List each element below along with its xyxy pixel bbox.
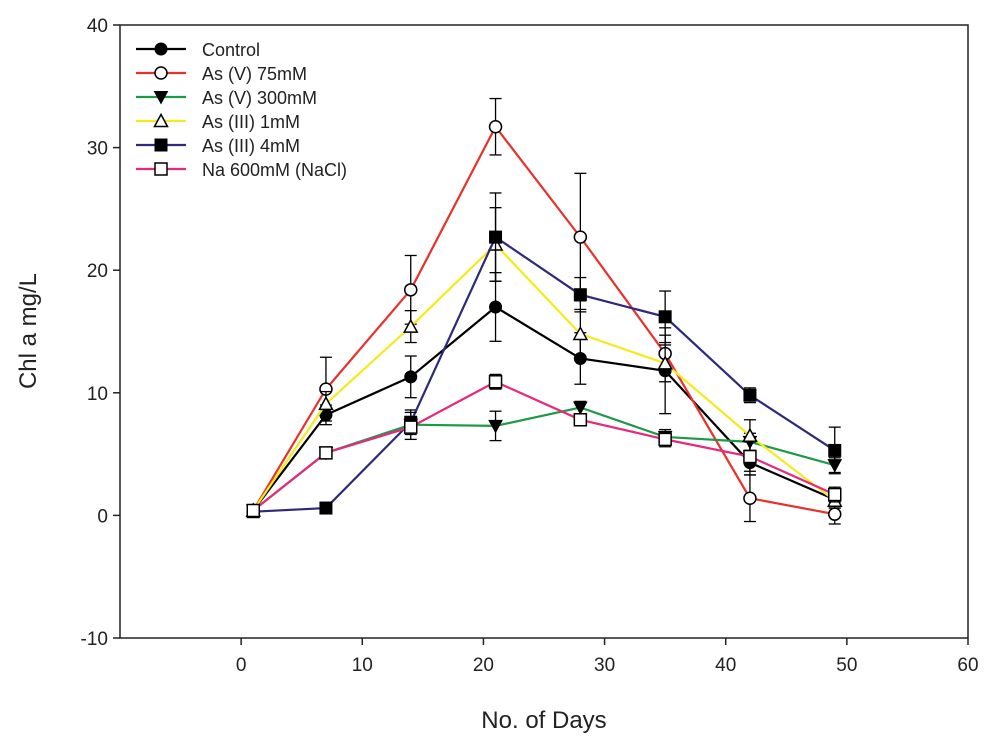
data-point (573, 413, 588, 427)
data-point (827, 487, 842, 502)
data-point (319, 501, 333, 515)
data-point (403, 283, 418, 297)
data-point (827, 507, 842, 521)
x-tick-label: 40 (715, 655, 736, 676)
ticks-layer: 0 10 20 30 40 50 60 -10 0 10 20 30 40 (81, 16, 979, 676)
data-point (573, 401, 588, 416)
plot-area: 0 10 20 30 40 50 60 -10 0 10 20 30 40 (81, 16, 979, 676)
y-tick-label: -10 (81, 629, 108, 650)
series-line (253, 235, 836, 513)
data-point (743, 449, 757, 464)
series-line (252, 242, 836, 512)
data-point (573, 230, 588, 244)
x-tick-label: 20 (473, 655, 494, 676)
series-5 (246, 373, 842, 518)
y-tick-label: 40 (87, 16, 108, 37)
data-point (489, 300, 503, 314)
legend-label: As (V) 300mM (202, 88, 317, 108)
legend-item-1: As (V) 75mM (136, 64, 307, 84)
plot-frame (119, 24, 969, 639)
legend-marker (154, 66, 168, 80)
data-point (319, 446, 333, 460)
y-tick-label: 30 (87, 139, 108, 160)
legend-marker (153, 91, 169, 105)
data-point (658, 432, 672, 447)
data-point (488, 375, 503, 389)
data-point (404, 370, 418, 384)
x-tick-label: 10 (352, 655, 373, 676)
legend-label: As (III) 1mM (202, 112, 300, 132)
series-line (252, 305, 836, 512)
y-axis-title: Chl a mg/L (15, 273, 42, 389)
data-point (246, 503, 261, 518)
series-3 (245, 207, 843, 517)
series-layer (245, 97, 843, 525)
data-point (657, 355, 673, 370)
data-point (402, 318, 419, 333)
y-tick-label: 0 (97, 506, 108, 527)
legend-item-2: As (V) 300mM (136, 88, 317, 108)
legend-marker (153, 112, 169, 128)
x-tick-label: 60 (957, 655, 978, 676)
legend-item-5: Na 600mM (NaCl) (136, 160, 347, 180)
series-4 (246, 192, 842, 519)
data-point (488, 120, 503, 134)
x-axis-title: No. of Days (481, 707, 606, 734)
data-point (828, 443, 842, 457)
x-tick-label: 50 (836, 655, 857, 676)
x-tick-label: 0 (236, 655, 247, 676)
data-point (573, 288, 587, 302)
legend-item-0: Control (136, 40, 260, 60)
x-tick-label: 30 (594, 655, 615, 676)
legend-label: Na 600mM (NaCl) (202, 160, 347, 180)
data-point (403, 420, 418, 434)
data-point (658, 310, 672, 324)
legend-marker (154, 162, 168, 176)
legend-label: As (V) 75mM (202, 64, 307, 84)
y-tick-label: 20 (87, 261, 108, 282)
legend-label: Control (202, 40, 260, 60)
data-point (489, 230, 503, 244)
data-point (743, 491, 757, 505)
data-point (488, 419, 503, 434)
series-line (252, 124, 835, 516)
data-point (572, 325, 589, 341)
y-tick-label: 10 (87, 384, 108, 405)
data-point (318, 395, 334, 411)
data-point (743, 388, 757, 402)
legend: Control As (V) 75mM As (V) 300mM As (III) 1… (136, 40, 347, 180)
series-line (252, 380, 836, 512)
legend-marker (154, 42, 168, 56)
legend-item-3: As (III) 1mM (136, 112, 300, 132)
legend-item-4: As (III) 4mM (136, 136, 300, 156)
legend-label: As (III) 4mM (202, 136, 300, 156)
legend-marker (154, 138, 168, 152)
